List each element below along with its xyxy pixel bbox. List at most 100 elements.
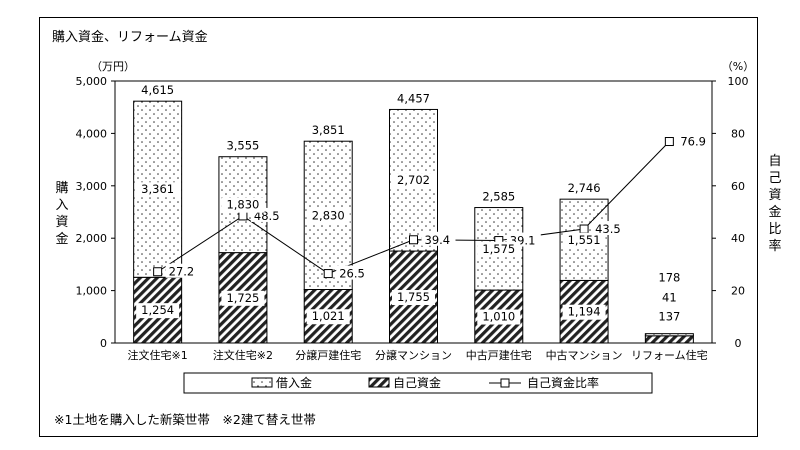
loan-label-group: 1,830 [221, 197, 265, 213]
loan-label: 2,830 [312, 208, 345, 222]
own-label-group: 1,254 [136, 303, 180, 319]
total-label-group: 2,585 [477, 189, 521, 205]
left-tick-label: 2,000 [76, 232, 108, 245]
right-axis-title: 比 [768, 222, 781, 237]
own-label: 1,725 [226, 291, 259, 305]
loan-label: 1,575 [482, 242, 515, 256]
ratio-label-bg [592, 221, 627, 236]
left-axis-title: 金 [55, 231, 68, 247]
left-tick-label: 3,000 [76, 180, 108, 193]
legend-swatch-loan [251, 377, 273, 388]
left-tick-label: 0 [100, 337, 107, 350]
right-axis-title: 率 [768, 238, 781, 254]
loan-label-bg [392, 173, 435, 189]
loan-label-group: 2,702 [392, 173, 435, 189]
own-label-bg [477, 309, 521, 325]
total-label: 2,585 [482, 190, 515, 204]
total-label-bg [392, 91, 435, 107]
loan-label: 1,830 [226, 198, 259, 212]
own-label: 1,010 [482, 310, 515, 324]
right-unit-label: （%） [722, 60, 754, 73]
bar-loan [644, 333, 694, 337]
total-label-group: 3,851 [306, 123, 350, 139]
loan-label-group: 3,361 [136, 182, 180, 198]
right-tick-label: 100 [728, 75, 749, 88]
ratio-label: 39.4 [425, 233, 451, 247]
own-label-bg [136, 303, 180, 319]
loan-label: 3,361 [141, 182, 174, 196]
total-label: 178 [658, 271, 680, 285]
loan-label-bg [136, 182, 180, 198]
loan-label-group: 1,575 [477, 241, 521, 257]
left-axis-title: 入 [55, 198, 68, 213]
loan-label: 2,702 [397, 173, 430, 187]
total-label-bg [306, 123, 350, 139]
bar-own-funds [644, 335, 694, 344]
ratio-label: 43.5 [595, 222, 621, 236]
ratio-label: 76.9 [680, 135, 706, 149]
total-label-group: 4,457 [392, 91, 435, 107]
right-axis-title: 自 [768, 154, 781, 169]
chart-title: 購入資金、リフォーム資金 [52, 30, 208, 45]
right-axis-title: 金 [768, 204, 781, 220]
category-label: 中古戸建住宅 [466, 348, 532, 362]
own-label-group: 1,010 [477, 309, 521, 325]
own-label: 1,194 [568, 305, 601, 319]
left-tick-label: 4,000 [76, 127, 108, 140]
figure-frame [39, 17, 758, 437]
right-tick-label: 80 [731, 127, 745, 140]
loan-label-bg [306, 208, 350, 224]
right-tick-label: 20 [731, 285, 745, 298]
own-label-group: 1,021 [306, 309, 350, 325]
category-label: 中古マンション [546, 349, 623, 362]
ratio-label-bg [421, 231, 456, 246]
left-tick-label: 5,000 [76, 75, 108, 88]
right-tick-label: 60 [731, 180, 745, 193]
total-label: 4,615 [141, 83, 174, 97]
total-label-group: 3,555 [221, 138, 265, 154]
ratio-marker [238, 211, 248, 221]
right-tick-label: 0 [735, 337, 742, 350]
ratio-marker [409, 235, 418, 245]
own-label-bg [306, 309, 350, 325]
total-label: 3,555 [226, 139, 259, 153]
ratio-label: 26.5 [339, 267, 365, 281]
legend-label-own: 自己資金 [393, 375, 441, 390]
own-label: 1,254 [141, 303, 174, 317]
total-label-bg [477, 189, 521, 205]
ratio-marker [153, 267, 163, 277]
loan-label: 1,551 [568, 233, 601, 247]
loan-label-bg [221, 197, 265, 213]
ratio-label: 27.2 [169, 265, 195, 279]
category-label: 注文住宅※2 [213, 348, 273, 362]
category-label: 注文住宅※1 [128, 348, 188, 362]
own-label: 137 [658, 310, 680, 324]
own-label-group: 1,194 [562, 304, 606, 320]
own-label-bg [392, 290, 435, 306]
category-label: 分譲マンション [375, 348, 452, 362]
loan-label-bg [562, 232, 606, 248]
left-axis-title: 購 [55, 181, 68, 196]
own-label-group: 1,755 [392, 290, 435, 306]
total-label: 4,457 [397, 91, 430, 105]
left-tick-label: 1,000 [76, 285, 108, 298]
ratio-label-bg [336, 265, 371, 280]
category-label: リフォーム住宅 [631, 348, 708, 362]
left-unit-label: （万円） [91, 60, 135, 73]
right-axis-title: 己 [768, 171, 781, 186]
own-label-bg [562, 304, 606, 320]
footnote: ※1土地を購入した新築世帯 ※2建て替え世帯 [54, 412, 316, 427]
total-label: 2,746 [568, 181, 601, 195]
total-label-bg [136, 83, 180, 99]
ratio-marker [323, 269, 333, 279]
legend-label-ratio: 自己資金比率 [527, 375, 599, 390]
own-label: 1,021 [312, 309, 345, 323]
ratio-label-bg [677, 133, 712, 148]
ratio-marker [664, 137, 674, 147]
own-label: 1,755 [397, 290, 430, 304]
ratio-label-bg [165, 263, 200, 278]
loan-label-group: 2,830 [306, 208, 350, 224]
legend-swatch-own [368, 377, 390, 388]
total-label-bg [562, 181, 606, 197]
